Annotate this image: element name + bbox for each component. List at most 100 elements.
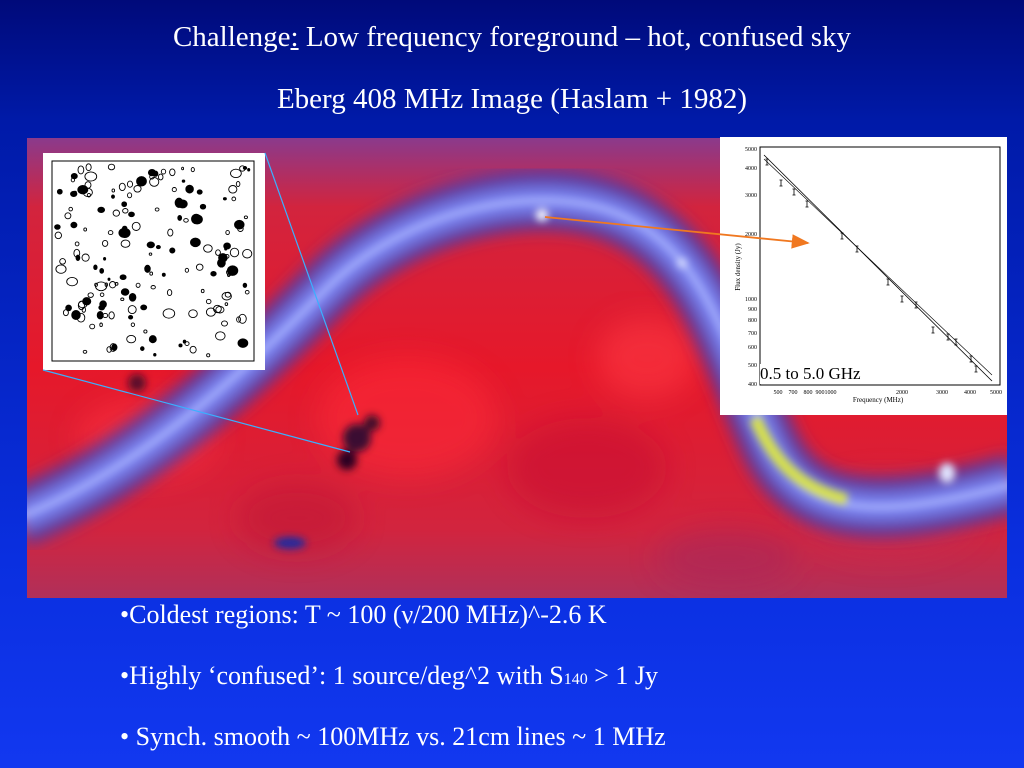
spectrum-xtick-label: 700 bbox=[789, 390, 798, 396]
radio-source-blob bbox=[120, 288, 130, 296]
spectrum-xtick-label: 4000 bbox=[964, 390, 976, 396]
radio-source-blob bbox=[242, 282, 248, 288]
radio-source-blob bbox=[94, 282, 98, 287]
radio-source-blob bbox=[96, 311, 104, 320]
spectrum-ytick-label: 700 bbox=[748, 331, 757, 337]
radio-source-blob bbox=[136, 176, 147, 187]
radio-source-blob bbox=[196, 189, 203, 195]
bullet-confused-subscript: 140 bbox=[563, 671, 588, 688]
spectrum-ytick-label: 600 bbox=[748, 345, 757, 351]
radio-source-blob bbox=[107, 277, 111, 281]
spectrum-data-point bbox=[969, 355, 973, 363]
radio-source-blob bbox=[210, 270, 217, 277]
radio-source-blob bbox=[206, 353, 211, 358]
spectrum-xtick-label: 800 bbox=[804, 390, 813, 396]
bullet-confused-tail: > 1 Jy bbox=[587, 661, 659, 690]
radio-source-blob bbox=[183, 218, 189, 223]
radio-source-blob bbox=[64, 212, 72, 220]
radio-source-blob bbox=[231, 196, 237, 202]
radio-source-blob bbox=[81, 306, 86, 313]
radio-source-blob bbox=[160, 168, 167, 175]
radio-source-blob bbox=[120, 239, 131, 248]
radio-source-blob bbox=[99, 292, 105, 297]
radio-source-blob bbox=[73, 190, 77, 195]
radio-source-blob bbox=[109, 343, 117, 352]
radio-source-blob bbox=[226, 268, 234, 276]
radio-source-blob bbox=[86, 192, 91, 198]
radio-source-blob bbox=[203, 244, 213, 253]
spectrum-plot: 5000 4000 3000 2000 1000 900 800 700 600 500 400 5… bbox=[720, 137, 1007, 415]
radio-source-blob bbox=[147, 168, 157, 177]
radio-source-blob bbox=[103, 256, 107, 261]
title-prefix: Challenge bbox=[172, 21, 291, 53]
radio-source-blob bbox=[99, 268, 105, 274]
radio-source-blob bbox=[107, 230, 114, 236]
radio-source-blob bbox=[162, 308, 176, 319]
radio-source-blob bbox=[234, 219, 245, 230]
radio-source-blob bbox=[128, 314, 134, 320]
radio-source-blob bbox=[221, 320, 228, 327]
spectrum-data-point bbox=[886, 278, 890, 286]
spectrum-ytick-label: 5000 bbox=[745, 147, 757, 153]
radio-source-blob bbox=[99, 322, 103, 328]
radio-source-blob bbox=[122, 208, 129, 214]
bullet-confused: •Highly ‘confused’: 1 source/deg^2 with … bbox=[120, 661, 658, 695]
radio-source-blob bbox=[127, 192, 133, 199]
radio-source-blob bbox=[239, 165, 246, 172]
radio-source-blob bbox=[144, 264, 151, 273]
slide-subtitle: Eberg 408 MHz Image (Haslam + 1982) bbox=[276, 83, 748, 115]
spectrum-xtick-label: 9001000 bbox=[816, 390, 837, 396]
title-colon: : bbox=[290, 21, 299, 53]
spectrum-ytick-label: 2000 bbox=[745, 232, 757, 238]
spectrum-data-point bbox=[855, 245, 859, 253]
radio-source-blob bbox=[109, 281, 117, 289]
radio-source-blob bbox=[148, 335, 157, 344]
radio-source-blob bbox=[128, 292, 137, 302]
radio-source-blob bbox=[199, 203, 207, 210]
source-confusion-inset bbox=[43, 153, 265, 370]
radio-source-blob bbox=[140, 304, 148, 311]
radio-source-blob bbox=[81, 253, 90, 262]
radio-source-blob bbox=[108, 311, 115, 320]
radio-source-blob bbox=[244, 289, 250, 295]
radio-source-blob bbox=[126, 334, 137, 344]
radio-source-blob bbox=[155, 245, 161, 250]
radio-source-blob bbox=[111, 194, 115, 199]
radio-source-blob bbox=[121, 201, 128, 208]
radio-source-blob bbox=[149, 271, 154, 276]
radio-source-blob bbox=[237, 338, 249, 348]
radio-source-blob bbox=[120, 297, 125, 302]
radio-source-blob bbox=[229, 247, 240, 258]
spectrum-data-point bbox=[954, 338, 958, 346]
spectrum-data-point bbox=[765, 158, 769, 166]
radio-source-blob bbox=[157, 173, 164, 181]
spectrum-data-point bbox=[914, 301, 918, 309]
radio-source-blob bbox=[205, 307, 216, 317]
radio-source-blob bbox=[215, 331, 226, 341]
spectrum-ytick-label: 400 bbox=[748, 382, 757, 388]
fit-line-1 bbox=[763, 154, 993, 382]
radio-source-blob bbox=[54, 231, 62, 240]
radio-source-blob bbox=[65, 304, 72, 312]
radio-source-blob bbox=[93, 264, 98, 271]
radio-source-blob bbox=[191, 213, 202, 225]
spectrum-xtick-label: 500 bbox=[774, 390, 783, 396]
radio-source-blob bbox=[174, 197, 184, 208]
radio-source-blob bbox=[166, 289, 173, 297]
radio-source-blob bbox=[55, 264, 67, 274]
slide-title: Challenge: Low frequency foreground – ho… bbox=[0, 20, 1024, 54]
spectrum-data-point bbox=[792, 188, 796, 196]
radio-source-blob bbox=[77, 185, 89, 195]
spectrum-data-point bbox=[779, 179, 783, 187]
spectrum-data-point bbox=[900, 295, 904, 303]
radio-source-blob bbox=[205, 298, 212, 305]
spectrum-ytick-label: 1000 bbox=[745, 297, 757, 303]
radio-source-blob bbox=[106, 346, 112, 353]
radio-source-blob bbox=[68, 206, 73, 212]
radio-source-blob bbox=[118, 182, 126, 192]
radio-source-blob bbox=[190, 237, 201, 248]
radio-source-blob bbox=[230, 168, 242, 179]
spectrum-xlabel: Frequency (MHz) bbox=[853, 396, 904, 404]
radio-source-blob bbox=[70, 177, 76, 183]
radio-source-blob bbox=[242, 248, 253, 259]
